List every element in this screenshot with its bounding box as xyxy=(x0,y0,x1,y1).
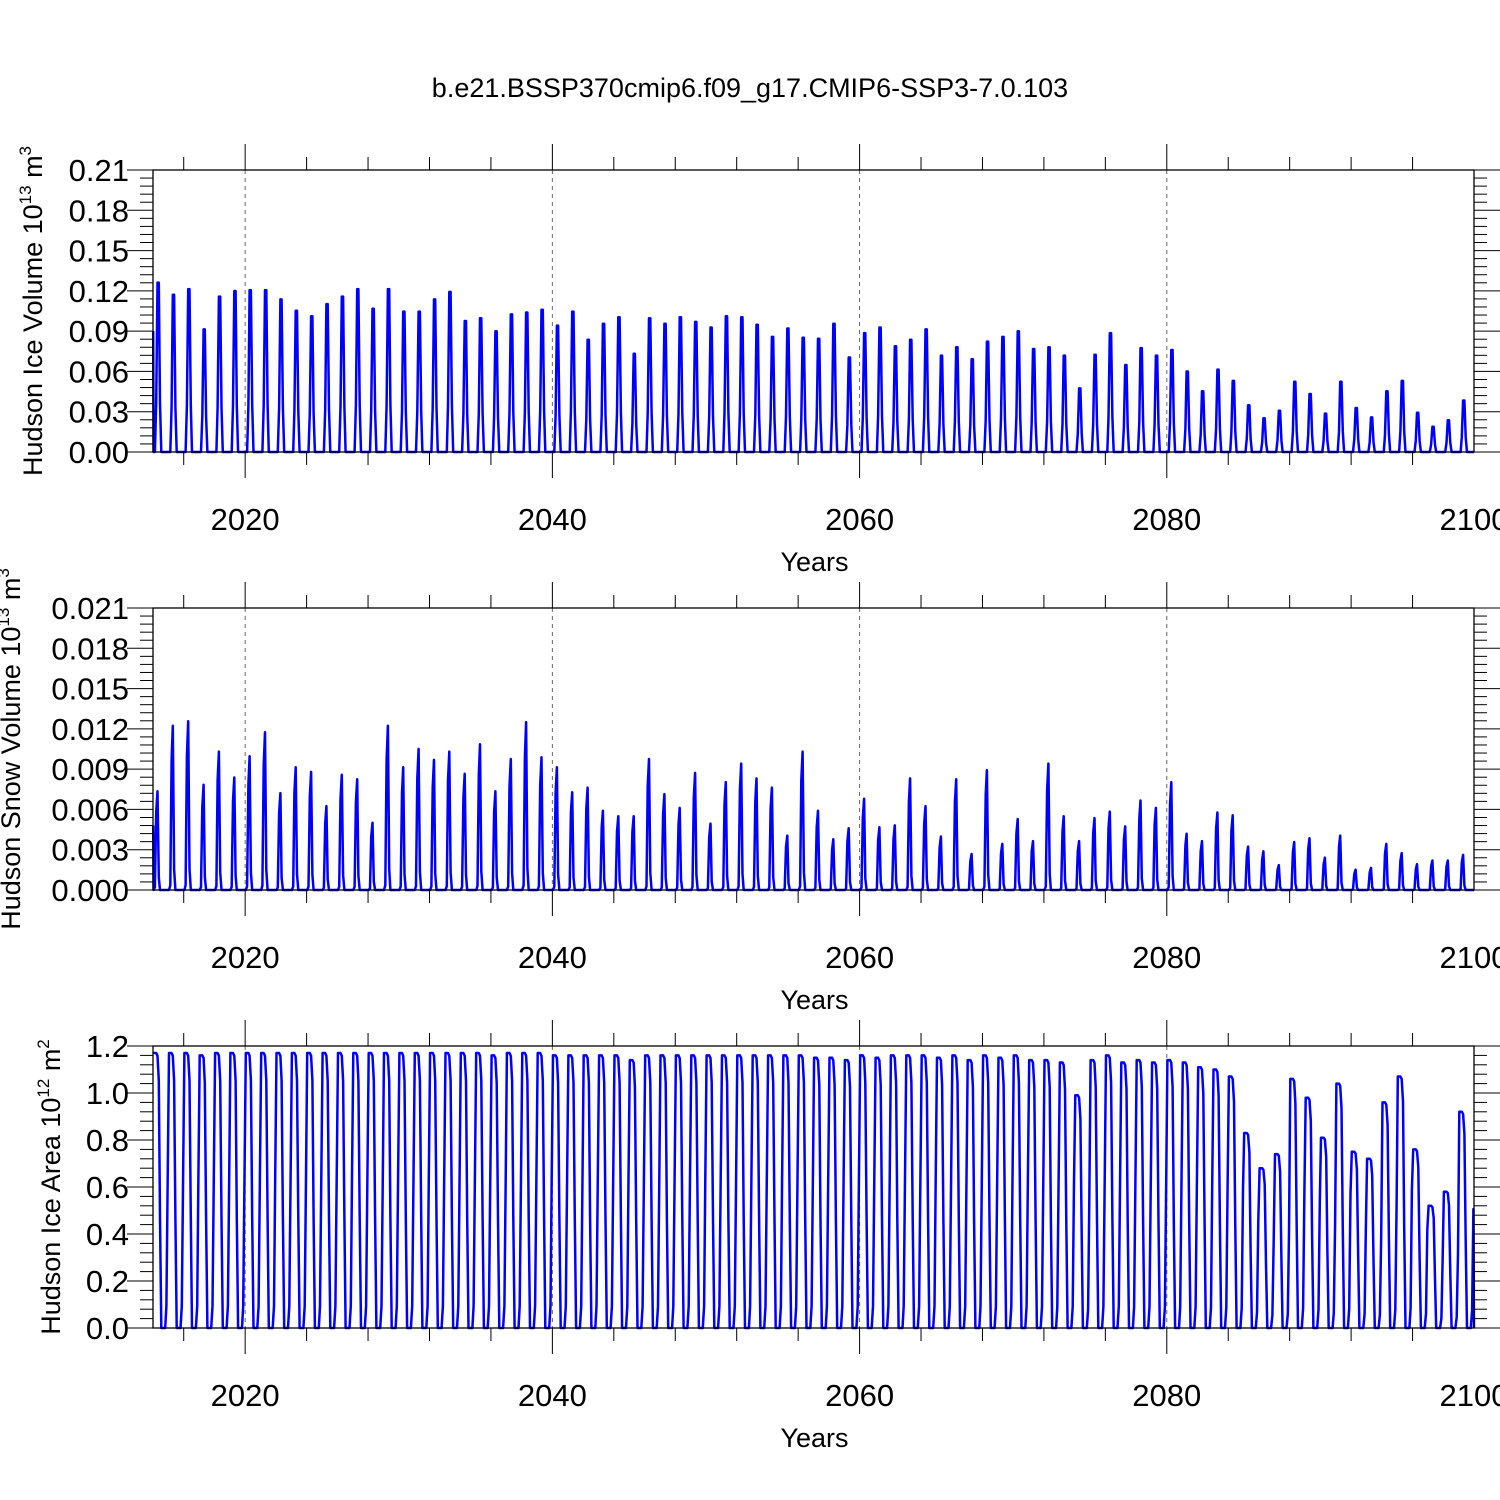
figure-title: b.e21.BSSP370cmip6.f09_g17.CMIP6-SSP3-7.… xyxy=(432,73,1068,103)
y-tick-label: 1.0 xyxy=(86,1076,129,1111)
panel-3: 2020 2040 2060 2080 2100 0.0 0.2 0.4 0.6 0.8 1.0 1.… xyxy=(34,1020,1500,1453)
x-tick-label: 2100 xyxy=(1440,1378,1500,1413)
plot-frame xyxy=(152,169,1475,453)
y-axis-label-ylabel-unit-exp: 3 xyxy=(0,568,13,577)
x-tick-label: 2020 xyxy=(211,1378,280,1413)
y-tick-label: 0.009 xyxy=(51,752,129,787)
panel-2: 2020 2040 2060 2080 2100 0.000 0.003 0.006 0.009… xyxy=(0,568,1500,1015)
y-tick-label: 0.00 xyxy=(69,435,129,470)
y-tick-label: 1.2 xyxy=(86,1029,129,1064)
x-tick-label: 2020 xyxy=(211,502,280,537)
y-tick-label: 0.0 xyxy=(86,1311,129,1346)
y-axis-label-ylabel-unit-exp: 3 xyxy=(16,146,35,155)
y-tick-label: 0.000 xyxy=(51,873,129,908)
y-axis-label: Hudson Ice Area 1012 m2 xyxy=(34,1039,66,1335)
panels: 2020 2040 2060 2080 21000.000.030.060.090.12… xyxy=(0,144,1500,1453)
y-axis-label: Hudson Snow Volume 1013 m3 xyxy=(0,568,26,930)
y-tick-label: 0.2 xyxy=(86,1264,129,1299)
x-axis-label: Years xyxy=(780,1423,848,1453)
y-tick-label: 0.21 xyxy=(69,153,129,188)
y-tick-label: 0.006 xyxy=(51,792,129,827)
x-tick-label: 2080 xyxy=(1132,1378,1201,1413)
y-tick-label: 0.18 xyxy=(69,193,129,228)
y-axis-label-ylabel-unit: m xyxy=(0,578,26,608)
y-axis-label-ylabel-unit: m xyxy=(36,1049,66,1079)
x-tick-label: 2060 xyxy=(825,1378,894,1413)
x-axis-label: Years xyxy=(780,985,848,1015)
y-tick-label: 0.6 xyxy=(86,1170,129,1205)
y-tick-label: 0.021 xyxy=(51,591,129,626)
panel-1: 2020 2040 2060 2080 2100 0.00 0.03 0.06 0.09 0.12… xyxy=(16,144,1500,577)
y-tick-label: 0.03 xyxy=(69,395,129,430)
series-line xyxy=(153,1051,1476,1330)
y-axis-label-ylabel: Hudson Snow Volume 10 xyxy=(0,627,26,930)
y-tick-label: 0.09 xyxy=(69,314,129,349)
y-axis-label-ylabel-exp: 12 xyxy=(34,1079,53,1098)
y-tick-label: 0.018 xyxy=(51,631,129,666)
x-tick-label: 2060 xyxy=(825,940,894,975)
series-line xyxy=(151,281,1475,454)
x-tick-label: 2080 xyxy=(1132,502,1201,537)
x-tick-label: 2040 xyxy=(518,940,587,975)
x-tick-label: 2020 xyxy=(211,940,280,975)
y-axis-label: Hudson Ice Volume 1013 m3 xyxy=(16,146,48,476)
y-tick-label: 0.4 xyxy=(86,1217,129,1252)
y-tick-label: 0.015 xyxy=(51,672,129,707)
plot-frame xyxy=(152,607,1475,891)
x-tick-label: 2100 xyxy=(1440,502,1500,537)
y-axis-label-ylabel-unit-exp: 2 xyxy=(34,1039,53,1048)
y-tick-label: 0.12 xyxy=(69,274,129,309)
y-axis-label-ylabel-unit: m xyxy=(18,155,48,185)
x-tick-label: 2100 xyxy=(1440,940,1500,975)
x-axis-label: Years xyxy=(780,547,848,577)
series-line xyxy=(151,719,1475,892)
y-tick-label: 0.06 xyxy=(69,354,129,389)
y-axis-label-ylabel-exp: 13 xyxy=(16,185,35,204)
x-tick-label: 2040 xyxy=(518,502,587,537)
x-tick-label: 2080 xyxy=(1132,940,1201,975)
y-axis-label-ylabel: Hudson Ice Area 10 xyxy=(36,1098,66,1335)
y-tick-label: 0.012 xyxy=(51,712,129,747)
x-tick-label: 2060 xyxy=(825,502,894,537)
y-axis-label-ylabel-exp: 13 xyxy=(0,608,13,627)
y-tick-label: 0.003 xyxy=(51,833,129,868)
y-axis-label-ylabel: Hudson Ice Volume 10 xyxy=(18,204,48,476)
y-tick-label: 0.15 xyxy=(69,234,129,269)
x-tick-label: 2040 xyxy=(518,1378,587,1413)
y-tick-label: 0.8 xyxy=(86,1123,129,1158)
